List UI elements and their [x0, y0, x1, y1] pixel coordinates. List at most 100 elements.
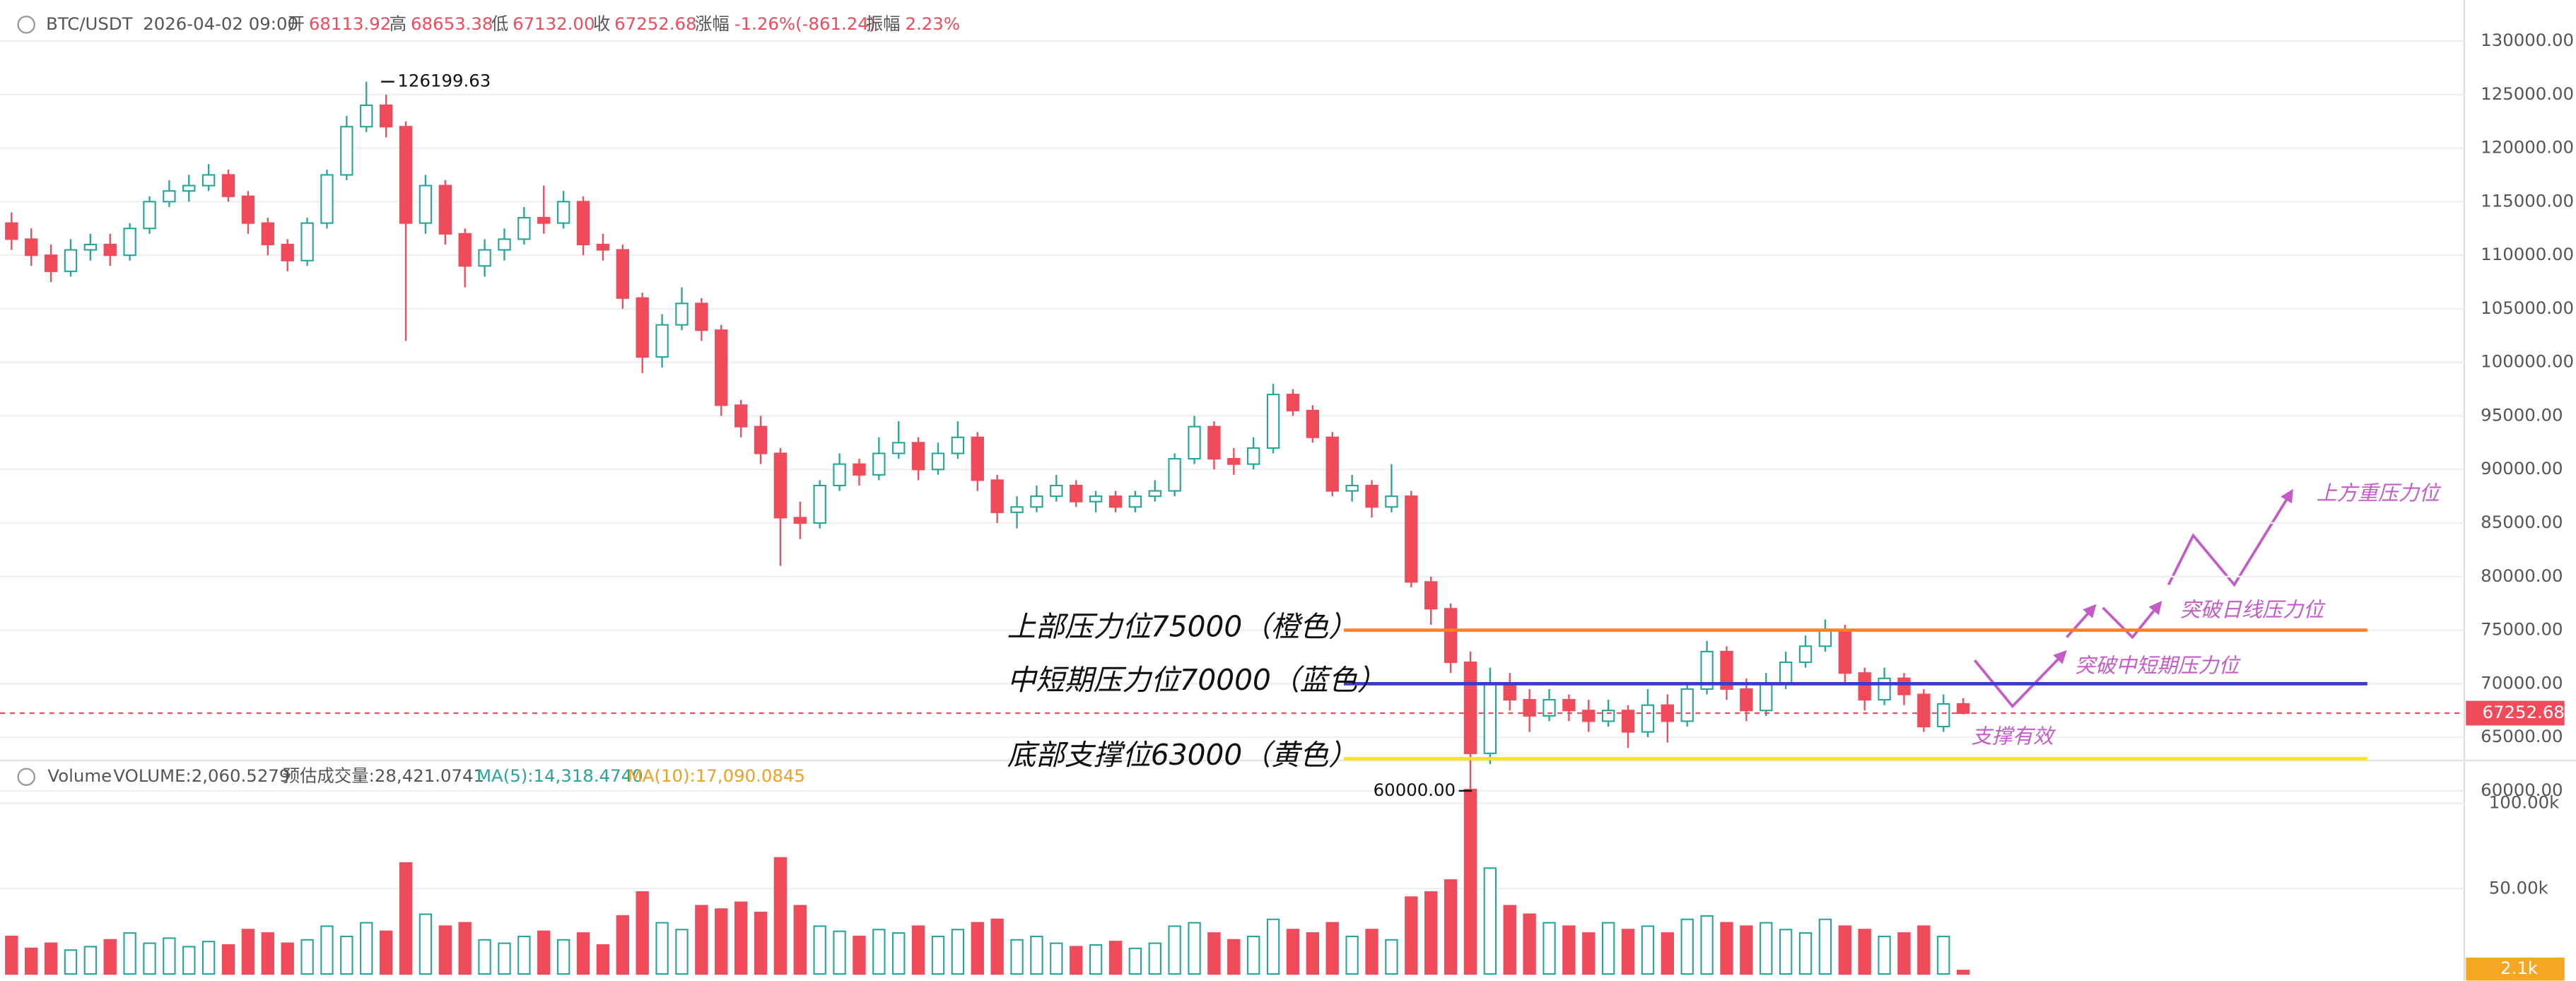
volume-bar: [1070, 946, 1083, 975]
volume-bar: [1621, 929, 1635, 975]
volume-title: Volume: [47, 765, 112, 786]
volume-bar: [1010, 939, 1024, 975]
volume-bar: [872, 929, 886, 975]
y-tick-label: 115000.00: [2481, 190, 2574, 211]
volume-bar: [754, 912, 768, 975]
volume-bar: [1030, 935, 1043, 975]
y-tick-label: 80000.00: [2481, 565, 2563, 586]
candle-body: [478, 249, 491, 267]
volume-bar: [616, 915, 629, 975]
volume-bar: [1108, 941, 1123, 975]
volume-bar: [1345, 935, 1359, 975]
candle-body: [241, 195, 255, 224]
candle-body: [399, 126, 413, 224]
volume-bar: [201, 941, 216, 975]
time: 2026-04-02 09:00: [143, 13, 298, 34]
volume-bar: [971, 922, 984, 975]
candle-body: [1365, 484, 1378, 508]
volume-bar: [241, 929, 255, 975]
candle-body: [1937, 703, 1950, 728]
volume-bar: [103, 939, 117, 975]
candle-body: [1542, 699, 1556, 717]
low-value: 67132.00: [513, 13, 595, 34]
candle-body: [281, 243, 294, 262]
candle-body: [911, 442, 925, 471]
volume-bar: [1247, 935, 1260, 975]
candle-body: [1720, 650, 1733, 690]
collapse-icon[interactable]: [17, 16, 35, 34]
volume-bar: [636, 891, 649, 975]
candle-body: [517, 217, 531, 240]
y-tick-label: 100000.00: [2481, 351, 2574, 372]
volume-bar: [1405, 896, 1418, 975]
candle-body: [1779, 662, 1793, 685]
volume-bar: [773, 857, 788, 975]
y-tick-label: 120000.00: [2481, 137, 2574, 158]
candle-body: [44, 254, 58, 272]
candle-body: [1956, 703, 1970, 715]
candle-body: [793, 517, 807, 524]
volume-bar: [556, 939, 570, 975]
close-label: 收: [593, 13, 610, 34]
y-tick-label: 75000.00: [2481, 619, 2563, 640]
candle-body: [892, 442, 906, 454]
candle-body: [201, 174, 216, 187]
candle-body: [675, 302, 689, 326]
volume-bar: [1444, 879, 1458, 975]
candle-body: [695, 302, 708, 331]
volume-bar: [281, 942, 294, 975]
candle-body: [1108, 495, 1123, 508]
volume-bar: [1838, 925, 1851, 975]
candle-body: [103, 243, 117, 257]
candle-body: [1798, 645, 1813, 664]
candle-body: [1621, 710, 1635, 733]
volume-bar: [1661, 932, 1675, 975]
candle-body: [5, 222, 18, 240]
annotation-label: 60000.00: [1374, 780, 1456, 800]
candle-body: [1838, 629, 1851, 674]
volume-bar: [1818, 918, 1832, 975]
volume-bar: [793, 905, 807, 975]
candle-body: [1424, 581, 1438, 610]
candle-body: [1562, 699, 1576, 712]
volume-bar: [1227, 939, 1241, 975]
level-label: 底部支撑位63000（黄色）: [1007, 738, 1357, 772]
y-tick-label: 60000.00: [2481, 780, 2563, 800]
candle-body: [872, 452, 886, 476]
volume-bar: [1503, 905, 1516, 975]
volume-bar: [399, 862, 413, 975]
volume-bar: [1956, 970, 1970, 975]
candle-body: [616, 249, 629, 299]
candle-body: [636, 297, 649, 358]
candle-body: [1917, 693, 1931, 728]
candle-body: [1680, 688, 1694, 722]
candle-body: [853, 463, 866, 476]
y-tick-label: 65000.00: [2481, 726, 2563, 746]
volume-bar: [911, 925, 925, 975]
candle-body: [458, 233, 472, 267]
volume-bar: [44, 942, 58, 975]
candle-body: [1188, 425, 1201, 460]
volume-bar: [1680, 918, 1694, 975]
volume-bar: [1207, 932, 1221, 975]
volume-bar: [1483, 867, 1497, 975]
volume-bar: [951, 929, 965, 975]
price-tag-label: 67252.68: [2483, 702, 2565, 722]
candle-body: [1405, 495, 1418, 583]
candle-body: [655, 324, 669, 358]
close-value: 67252.68: [614, 13, 696, 34]
volume-bar: [813, 925, 826, 975]
high-value: 68653.38: [411, 13, 493, 34]
candle-body: [1601, 710, 1615, 722]
ma10-label: MA(10):17,090.0845: [628, 765, 805, 786]
volume-bar: [675, 929, 689, 975]
volume-bar: [1523, 913, 1536, 975]
collapse-icon[interactable]: [17, 768, 35, 787]
volume-bar: [931, 935, 945, 975]
volume-bar: [320, 925, 334, 975]
candle-body: [1444, 608, 1458, 664]
candle-body: [498, 238, 511, 251]
candle-body: [1306, 409, 1320, 438]
volume-bar: [1779, 929, 1793, 975]
